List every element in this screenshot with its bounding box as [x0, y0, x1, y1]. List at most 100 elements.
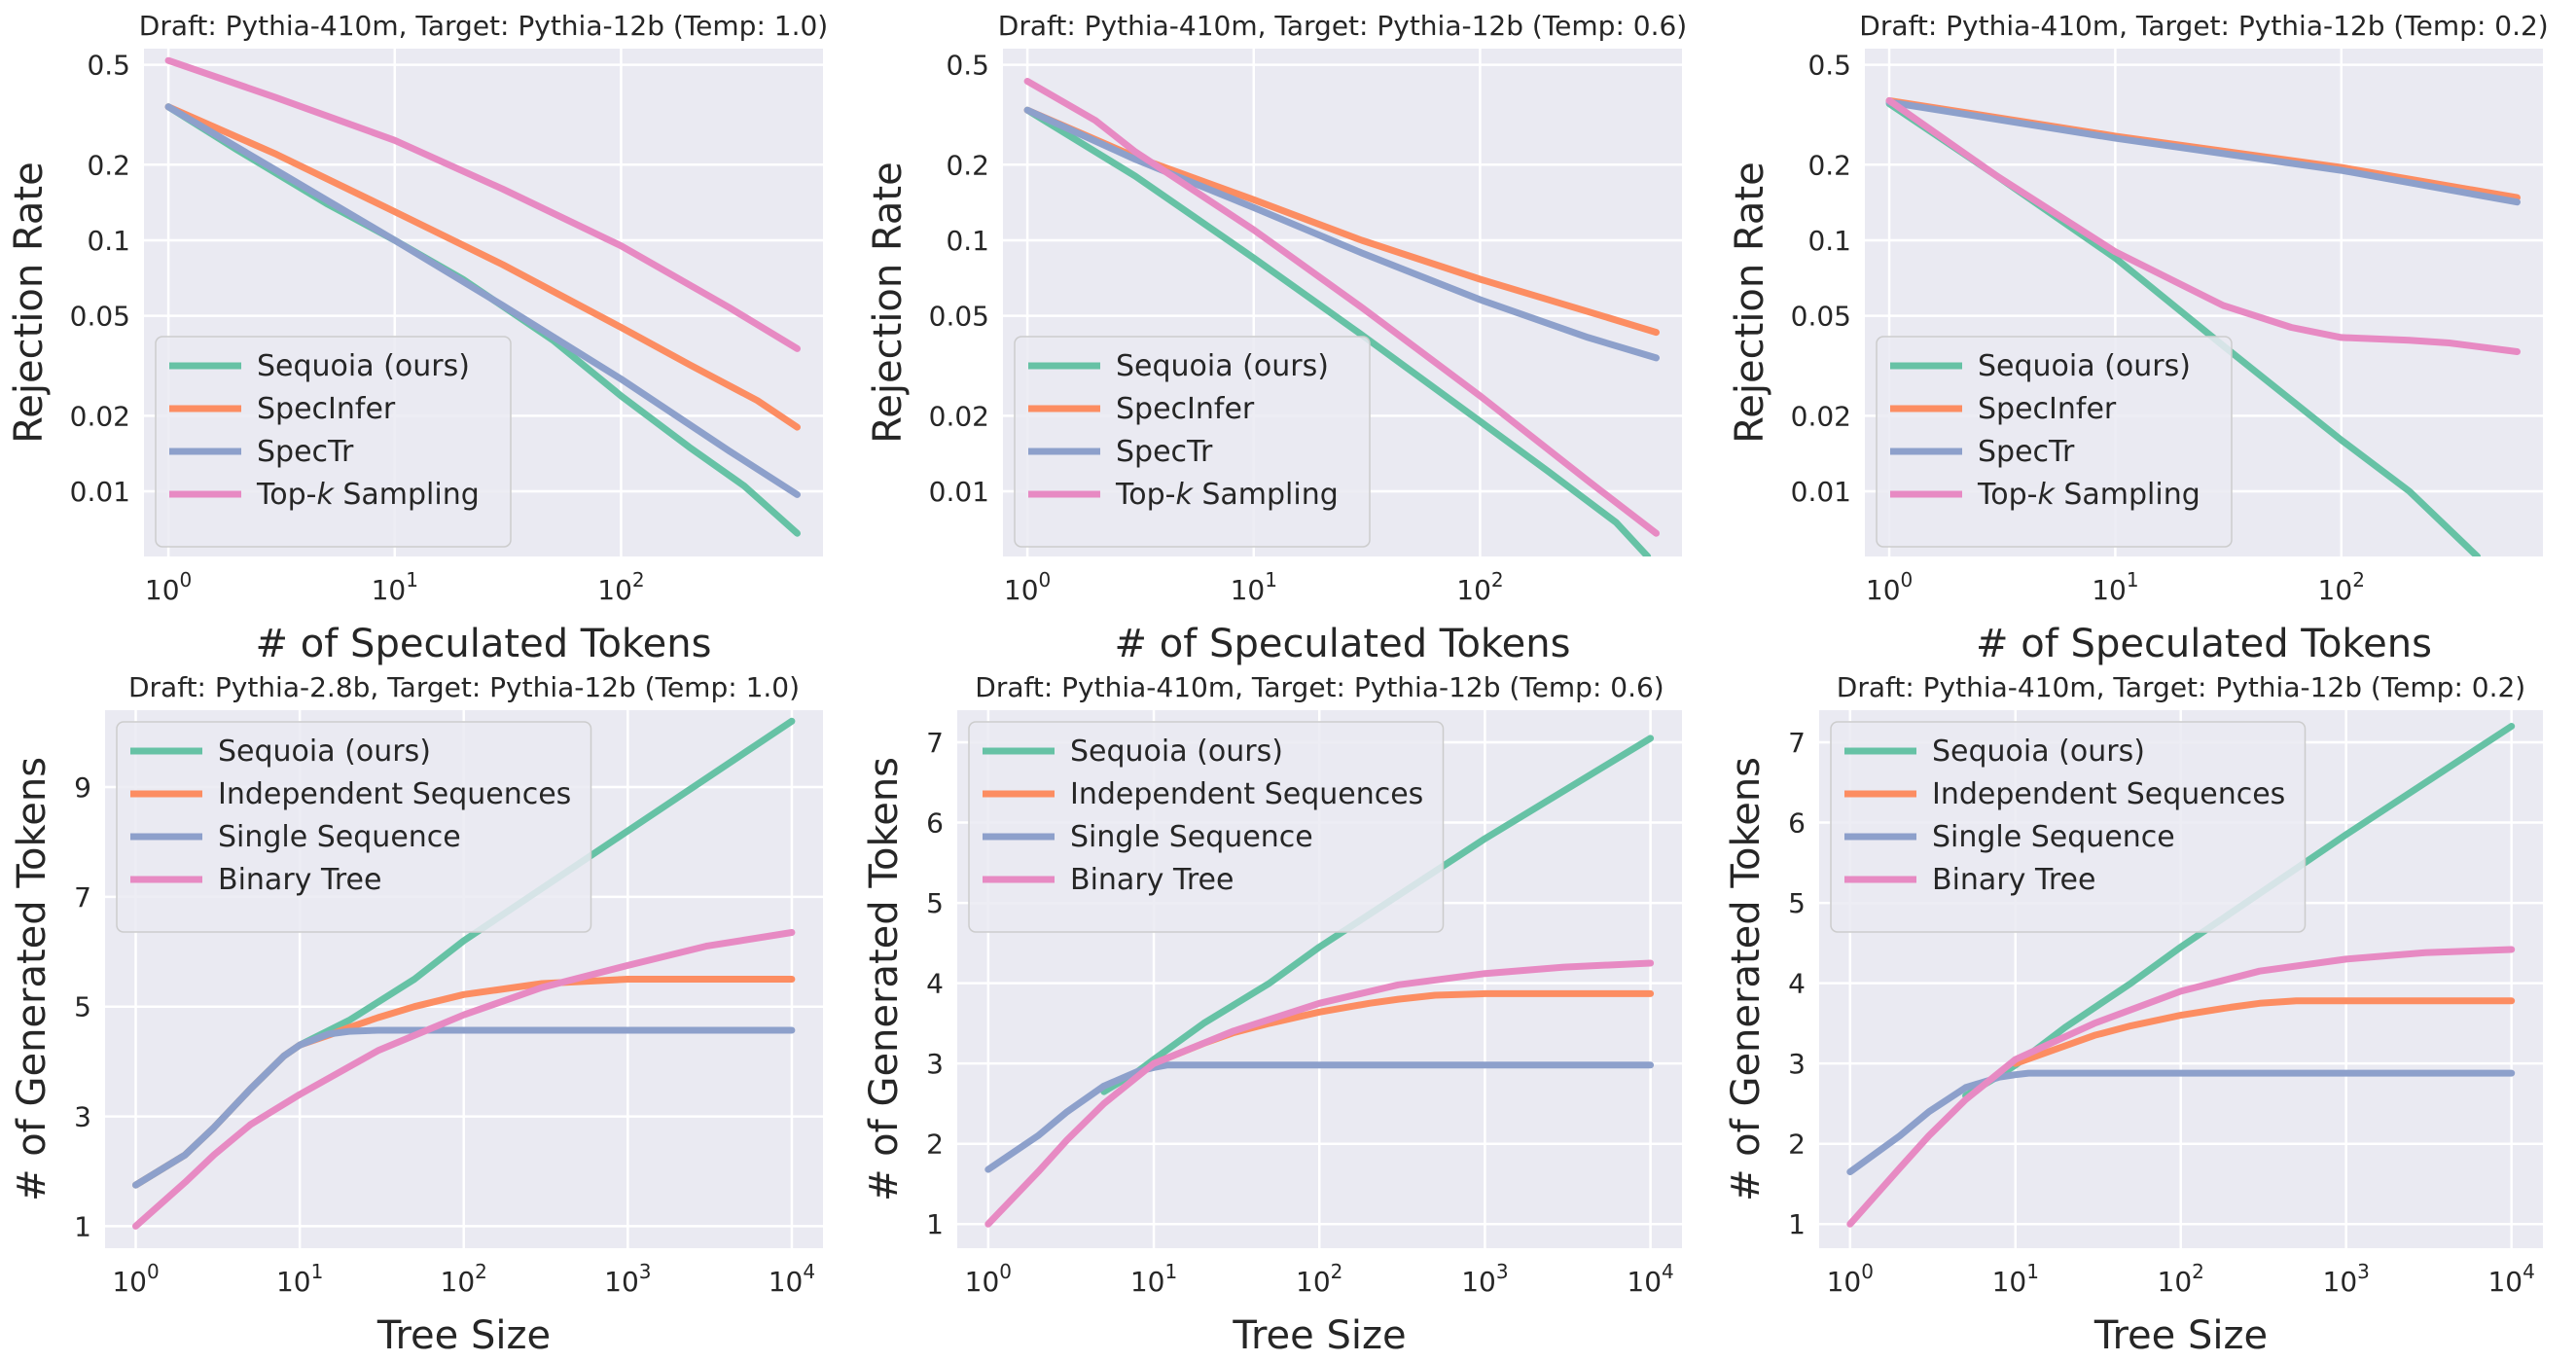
chart-title: Draft: Pythia-410m, Target: Pythia-12b (… [139, 10, 828, 42]
x-tick-label: 101 [1992, 1260, 2039, 1298]
x-tick-label: 100 [1866, 568, 1913, 606]
x-tick-label: 102 [597, 568, 644, 606]
y-axis-label: # of Generated Tokens [10, 757, 54, 1201]
x-tick-label: 100 [1004, 568, 1051, 606]
legend-box [1876, 336, 2233, 548]
series-line-4 [132, 929, 796, 1230]
legend-entry: Single Sequence [218, 820, 461, 854]
x-tick-label: 104 [1627, 1260, 1673, 1298]
series-line-4 [1885, 96, 2521, 355]
y-tick-label: 7 [74, 881, 91, 914]
x-axis-label: Tree Size [376, 1313, 551, 1358]
legend-entry: Top-k Sampling [256, 478, 480, 512]
legend-entry: Binary Tree [1932, 863, 2095, 897]
x-tick-label: 102 [2158, 1260, 2204, 1298]
legend: Sequoia (ours) SpecInfer SpecTr Top-k Sampl… [155, 336, 512, 548]
y-tick-label: 7 [1788, 727, 1806, 759]
series-line-2 [164, 103, 801, 431]
legend-entry: Top-k Sampling [1977, 478, 2200, 512]
legend-entry: Sequoia (ours) [1978, 349, 2191, 383]
y-tick-label: 0.1 [87, 225, 130, 257]
legend-box [116, 721, 592, 933]
x-tick-label: 101 [1130, 1260, 1177, 1298]
chart-panel-5: 100 101 102 103 104 1 2 3 4 5 6 7 Draft: Pythia-410m… [862, 671, 1682, 1358]
legend-entry: Sequoia (ours) [218, 735, 431, 769]
series-line-4 [984, 959, 1655, 1228]
x-tick-label: 100 [1827, 1260, 1874, 1298]
series-line-3 [132, 1026, 796, 1189]
y-tick-label: 0.02 [1791, 400, 1851, 432]
series-line-1 [1023, 106, 1652, 556]
chart-panel-6: 100 101 102 103 104 1 2 3 4 5 6 7 Draft: Pythia-410m… [1724, 671, 2543, 1358]
y-axis-label: Rejection Rate [1728, 161, 1772, 443]
legend-entry: SpecTr [1116, 435, 1213, 469]
y-tick-label: 0.05 [1791, 301, 1851, 333]
y-tick-label: 9 [74, 771, 91, 804]
x-axis-label: Tree Size [2093, 1313, 2268, 1358]
x-tick-label: 101 [276, 1260, 323, 1298]
y-tick-label: 5 [926, 887, 944, 919]
legend-entry: SpecInfer [1116, 392, 1255, 426]
y-axis-label: # of Generated Tokens [1724, 757, 1769, 1201]
y-tick-label: 0.01 [70, 476, 130, 508]
x-axis-label: # of Speculated Tokens [256, 622, 712, 666]
chart-title: Draft: Pythia-410m, Target: Pythia-12b (… [975, 671, 1664, 703]
y-tick-label: 0.02 [929, 400, 989, 432]
legend-box [1830, 721, 2307, 933]
legend-entry: Independent Sequences [1070, 777, 1423, 811]
y-tick-label: 0.05 [70, 301, 130, 333]
x-tick-label: 102 [2318, 568, 2365, 606]
x-axis-label: # of Speculated Tokens [1115, 622, 1571, 666]
x-tick-label: 101 [2092, 568, 2138, 606]
chart-title: Draft: Pythia-410m, Target: Pythia-12b (… [1837, 671, 2525, 703]
x-tick-label: 102 [1296, 1260, 1342, 1298]
legend-entry: Independent Sequences [1932, 777, 2285, 811]
x-tick-label: 100 [145, 568, 192, 606]
y-tick-label: 6 [1788, 807, 1806, 840]
x-tick-label: 104 [2487, 1260, 2534, 1298]
y-tick-label: 0.01 [929, 476, 989, 508]
x-axis-label: # of Speculated Tokens [1976, 622, 2432, 666]
x-tick-label: 103 [604, 1260, 651, 1298]
series-line-3 [164, 103, 801, 498]
y-tick-label: 5 [1788, 887, 1806, 919]
series-line-4 [164, 56, 801, 352]
legend-entry: Sequoia (ours) [1116, 349, 1329, 383]
legend-entry: Sequoia (ours) [1070, 735, 1283, 769]
legend-entry: SpecInfer [257, 392, 396, 426]
y-tick-label: 0.5 [946, 50, 989, 82]
chart-title: Draft: Pythia-410m, Target: Pythia-12b (… [998, 10, 1687, 42]
legend: Sequoia (ours) SpecInfer SpecTr Top-k Sampl… [1876, 336, 2233, 548]
y-tick-label: 3 [1788, 1048, 1806, 1080]
y-tick-label: 0.1 [1807, 225, 1851, 257]
legend-entry: SpecTr [257, 435, 354, 469]
legend-entry: Sequoia (ours) [1932, 735, 2145, 769]
series-line-3 [1885, 98, 2521, 206]
chart-panel-4: 100 101 102 103 104 1 3 5 7 9 Draft: Pythia-2.8b, … [10, 671, 823, 1358]
x-tick-label: 102 [441, 1260, 487, 1298]
x-tick-label: 101 [1231, 568, 1277, 606]
legend-box [155, 336, 512, 548]
x-axis-label: Tree Size [1232, 1313, 1406, 1358]
y-axis-label: # of Generated Tokens [862, 757, 907, 1201]
y-tick-label: 1 [74, 1210, 91, 1242]
legend-entry: Binary Tree [218, 863, 381, 897]
y-tick-label: 5 [74, 991, 91, 1023]
y-tick-label: 0.2 [87, 149, 130, 181]
y-tick-label: 4 [926, 968, 944, 1000]
y-tick-label: 1 [1788, 1208, 1806, 1240]
legend-box [1014, 336, 1371, 548]
legend-entry: SpecInfer [1978, 392, 2117, 426]
chart-title: Draft: Pythia-410m, Target: Pythia-12b (… [1859, 10, 2548, 42]
legend: Sequoia (ours) SpecInfer SpecTr Top-k Sampl… [1014, 336, 1371, 548]
legend: Sequoia (ours) Independent Sequences Singl… [116, 721, 592, 933]
y-tick-label: 0.5 [87, 50, 130, 82]
y-tick-label: 0.02 [70, 400, 130, 432]
y-tick-label: 0.2 [1807, 149, 1851, 181]
y-tick-label: 2 [926, 1129, 944, 1161]
series-line-2 [2012, 997, 2516, 1067]
chart-panel-2: 100 101 102 0.01 0.02 0.05 0.1 0.2 0.5 Draft: Pyt… [866, 10, 1687, 666]
y-tick-label: 7 [926, 727, 944, 759]
x-tick-label: 103 [2323, 1260, 2370, 1298]
